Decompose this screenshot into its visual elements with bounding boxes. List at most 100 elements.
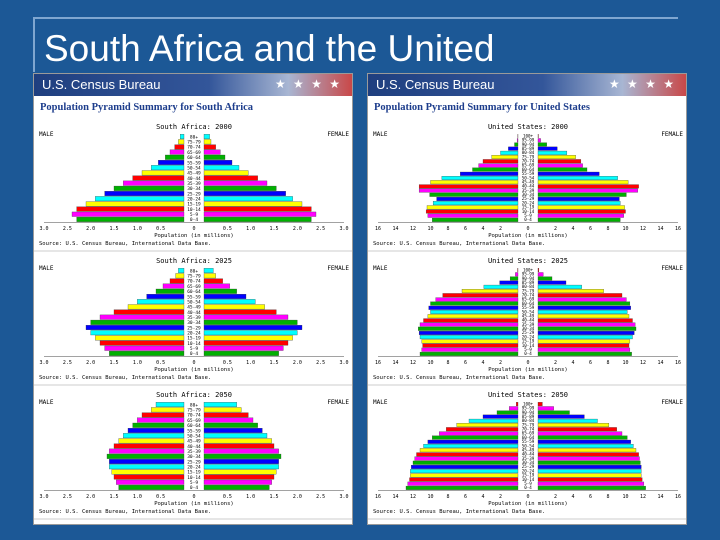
age-label: 70-74: [187, 145, 201, 151]
bar-female-20-24: [537, 201, 621, 206]
source-note: Source: U.S. Census Bureau, Internationa…: [373, 241, 545, 247]
x-tick-label: 12: [410, 494, 416, 500]
bar-male-75-79: [178, 139, 185, 145]
x-tick-label: 0: [192, 226, 195, 232]
bar-female-5-9: [537, 213, 624, 218]
bar-male-80+: [180, 134, 185, 140]
panel-heading: Population Pyramid Summary for United St…: [374, 102, 590, 113]
bar-male-25-29: [85, 325, 185, 330]
bar-female-10-14: [537, 209, 626, 214]
x-tick-label: 10: [622, 494, 628, 500]
age-label: 80-84: [522, 418, 535, 423]
bar-female-45-49: [203, 304, 265, 310]
banner-label: U.S. Census Bureau: [42, 77, 161, 92]
x-tick-label: 6: [589, 226, 592, 232]
bar-female-5-9: [537, 347, 631, 352]
x-tick-label: 8: [446, 360, 449, 366]
chart-title: United States: 2000: [488, 123, 568, 131]
bar-female-65-69: [203, 149, 221, 155]
x-tick-label: 14: [392, 494, 398, 500]
x-tick-label: 4: [481, 360, 484, 366]
bar-male-15-19: [85, 201, 185, 207]
bar-male-50-54: [137, 299, 185, 305]
x-tick-label: 14: [657, 360, 663, 366]
bar-female-45-49: [203, 438, 272, 444]
age-label: 55-59: [522, 171, 535, 176]
bar-male-65-69: [162, 283, 185, 289]
x-tick-label: 3.0: [39, 494, 48, 500]
bar-male-5-9: [427, 213, 519, 218]
bar-female-65-69: [203, 283, 230, 289]
bar-female-15-19: [203, 201, 303, 207]
age-label: 20-24: [187, 196, 201, 202]
age-label: 0-4: [190, 351, 198, 357]
age-label: 45-49: [522, 447, 535, 452]
bar-female-65-69: [537, 431, 623, 436]
age-label: 80+: [190, 134, 198, 140]
age-label: 60-64: [187, 423, 201, 429]
x-tick-label: 2.5: [316, 494, 325, 500]
age-label: 45-49: [187, 171, 201, 177]
x-tick-label: 2: [499, 494, 502, 500]
age-label: 15-19: [522, 339, 535, 344]
bar-male-40-44: [418, 184, 519, 189]
bar-female-55-59: [537, 439, 631, 444]
bar-female-20-24: [203, 464, 279, 470]
age-label: 95-99: [522, 138, 535, 143]
age-label: 40-44: [187, 310, 201, 316]
age-label: 50-54: [187, 299, 201, 305]
bar-male-90-94: [514, 142, 519, 147]
bar-male-40-44: [113, 443, 185, 449]
bar-male-55-59: [460, 171, 519, 176]
age-label: 75-79: [522, 422, 535, 427]
source-note: Source: U.S. Census Bureau, Internationa…: [373, 509, 545, 515]
age-label: 20-24: [187, 464, 201, 470]
age-label: 15-19: [187, 470, 201, 476]
bar-female-45-49: [537, 314, 630, 319]
age-label: 40-44: [522, 318, 535, 323]
age-label: 35-39: [187, 315, 201, 321]
age-label: 40-44: [522, 184, 535, 189]
age-label: 65-69: [187, 418, 201, 424]
x-tick-label: 16: [675, 360, 681, 366]
bar-female-35-39: [537, 322, 636, 327]
bar-female-15-19: [203, 335, 293, 341]
bar-male-10-14: [422, 343, 519, 348]
age-label: 100+: [523, 401, 534, 406]
bar-female-100+: [537, 402, 543, 407]
x-tick-label: 14: [392, 360, 398, 366]
bar-male-65-69: [478, 163, 519, 168]
x-tick-label: 0: [526, 226, 529, 232]
pyramid-chart-united-states-2025: United States: 2025 MALE FEMALE 0-45-910-14…: [368, 257, 686, 386]
male-label: MALE: [39, 265, 54, 272]
age-label: 75-79: [522, 288, 535, 293]
bar-male-70-74: [446, 427, 519, 432]
age-label: 65-69: [187, 150, 201, 156]
bar-female-5-9: [203, 479, 272, 485]
slide-title: South Africa and the United: [44, 28, 495, 69]
bar-male-60-64: [132, 422, 185, 428]
bar-female-60-64: [537, 301, 631, 306]
bar-female-60-64: [203, 422, 258, 428]
age-label: 30-34: [522, 326, 535, 331]
bar-female-15-19: [537, 205, 625, 210]
x-tick-label: 10: [427, 360, 433, 366]
age-label: 0-4: [524, 217, 532, 222]
x-tick-label: 2.0: [293, 494, 302, 500]
bar-male-10-14: [76, 206, 185, 212]
age-label: 60-64: [522, 301, 535, 306]
x-tick-label: 1.5: [109, 226, 118, 232]
x-tick-label: 4: [481, 494, 484, 500]
age-label: 45-49: [187, 305, 201, 311]
age-label: 5-9: [524, 481, 532, 486]
bar-female-10-14: [203, 474, 275, 480]
bar-female-90-94: [537, 410, 570, 415]
age-label: 40-44: [187, 444, 201, 450]
bar-male-45-49: [127, 304, 185, 310]
x-tick-label: 2: [499, 360, 502, 366]
age-label: 50-54: [522, 443, 535, 448]
pyramid-chart-united-states-2000: United States: 2000 MALE FEMALE 0-45-910-14…: [368, 123, 686, 252]
x-tick-label: 8: [446, 494, 449, 500]
bar-female-55-59: [537, 305, 631, 310]
